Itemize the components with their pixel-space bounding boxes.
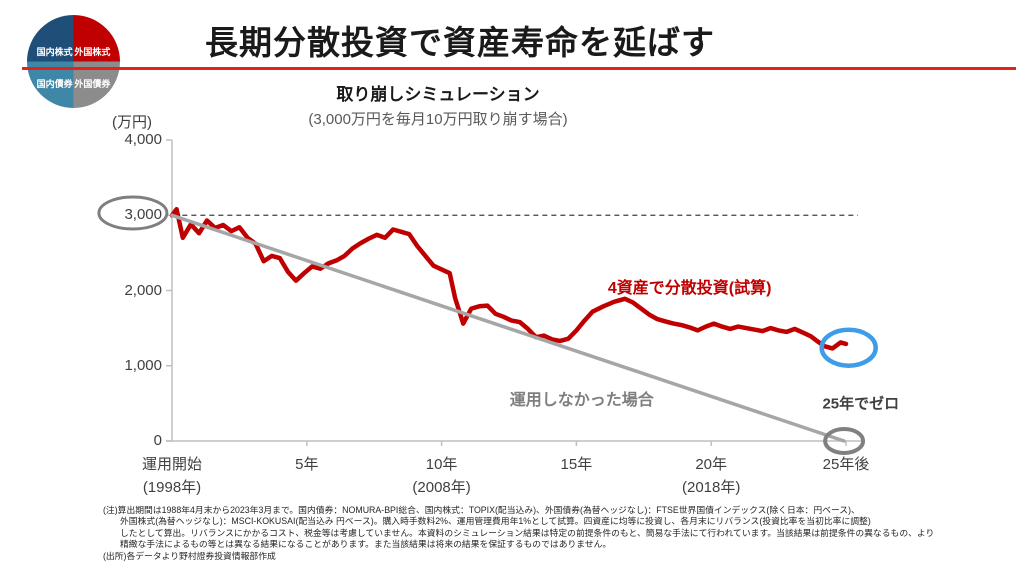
pie-label-domestic-bonds: 国内債券 bbox=[36, 79, 73, 89]
pie-label-foreign-bonds: 外国債券 bbox=[74, 79, 111, 89]
series-no-investment bbox=[170, 213, 846, 443]
zero-point-circle bbox=[823, 427, 866, 455]
y-axis-unit-label: (万円) bbox=[112, 114, 152, 131]
start-value-circle bbox=[97, 195, 169, 231]
pie-label-domestic-stocks: 国内株式 bbox=[36, 47, 73, 57]
chart-title: 取り崩しシミュレーション bbox=[336, 85, 540, 104]
pie-label-foreign-stocks: 外国株式 bbox=[74, 47, 111, 57]
series-diversified-4assets bbox=[169, 206, 849, 351]
end-balance-circle bbox=[819, 327, 878, 368]
chart-subtitle: (3,000万円を毎月10万円取り崩す場合) bbox=[308, 111, 568, 128]
footnote-line: (注)算出期間は1988年4月末から2023年3月まで。国内債券：NOMURA-… bbox=[103, 505, 860, 515]
footnote-line: したとして算出。リバランスにかかるコスト、税金等は考慮していません。本資料のシミ… bbox=[120, 527, 935, 538]
footnote-line: 精緻な手法によるもの等とは異なる結果になることがあります。また当該結果は将来の結… bbox=[120, 539, 612, 550]
source-line: (出所)各データより野村證券投資情報部作成 bbox=[103, 550, 276, 561]
footnote-line: 外国株式(為替ヘッジなし)：MSCI-KOKUSAI(配当込み 円ベース)。購入… bbox=[120, 516, 871, 527]
page-title: 長期分散投資で資産寿命を延ばす bbox=[205, 24, 715, 61]
asset-pie-logo: 国内株式 外国株式 国内債券 外国債券 bbox=[27, 15, 120, 108]
chart-header: 取り崩しシミュレーション (3,000万円を毎月10万円取り崩す場合) bbox=[110, 80, 766, 129]
footnotes: (注)算出期間は1988年4月末から2023年3月まで。国内債券：NOMURA-… bbox=[103, 505, 1003, 562]
title-accent-rule bbox=[22, 67, 1016, 70]
